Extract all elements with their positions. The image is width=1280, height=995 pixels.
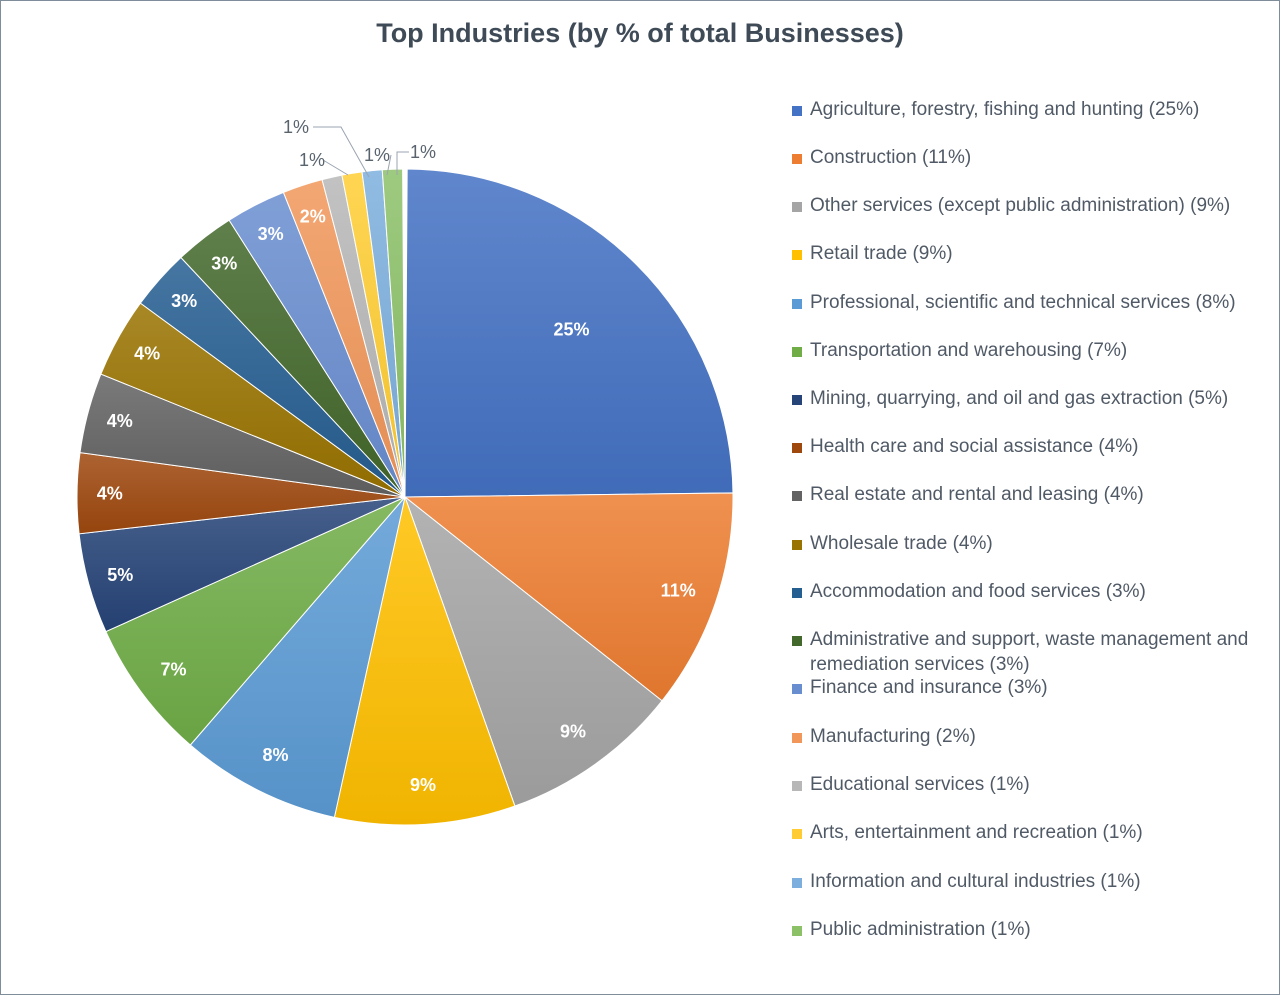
pie-slice bbox=[381, 168, 406, 498]
legend-item: Manufacturing (2%) bbox=[792, 724, 1262, 749]
data-label: 2% bbox=[300, 207, 326, 227]
legend-item: Educational services (1%) bbox=[792, 772, 1262, 797]
legend-item: Wholesale trade (4%) bbox=[792, 531, 1262, 556]
data-label: 5% bbox=[107, 565, 133, 585]
pie-slice bbox=[333, 495, 516, 826]
data-label: 7% bbox=[160, 659, 186, 679]
data-label: 3% bbox=[211, 254, 237, 274]
legend-item: Finance and insurance (3%) bbox=[792, 675, 1262, 700]
pie-slice bbox=[403, 492, 734, 702]
legend-label: Transportation and warehousing (7%) bbox=[810, 340, 1128, 361]
leader-line bbox=[386, 154, 392, 176]
legend-label: Construction (11%) bbox=[810, 147, 972, 168]
data-label: 1% bbox=[364, 145, 390, 165]
legend-item: Mining, quarrying, and oil and gas extra… bbox=[792, 386, 1262, 411]
legend-swatch bbox=[792, 299, 802, 309]
legend-swatch bbox=[792, 636, 802, 646]
legend-label: Other services (except public administra… bbox=[810, 195, 1231, 216]
legend-swatch bbox=[792, 347, 802, 357]
data-label: 3% bbox=[171, 291, 197, 311]
data-label: 8% bbox=[262, 745, 288, 765]
legend-item: Real estate and rental and leasing (4%) bbox=[792, 482, 1262, 507]
legend-swatch bbox=[792, 154, 802, 164]
legend-item: Arts, entertainment and recreation (1%) bbox=[792, 820, 1262, 845]
legend-label: Real estate and rental and leasing (4%) bbox=[810, 484, 1144, 505]
legend-item: Transportation and warehousing (7%) bbox=[792, 338, 1262, 363]
pie-slice bbox=[189, 496, 406, 818]
legend-swatch bbox=[792, 491, 802, 501]
data-label: 1% bbox=[299, 150, 325, 170]
legend-label: Administrative and support, waste manage… bbox=[810, 629, 1249, 675]
legend-label: Arts, entertainment and recreation (1%) bbox=[810, 822, 1143, 843]
legend-label: Public administration (1%) bbox=[810, 919, 1031, 940]
data-label: 4% bbox=[97, 484, 123, 504]
legend-item: Administrative and support, waste manage… bbox=[792, 627, 1262, 677]
legend-label: Educational services (1%) bbox=[810, 774, 1030, 795]
data-label: 9% bbox=[560, 722, 586, 742]
legend-item: Public administration (1%) bbox=[792, 917, 1262, 942]
legend-label: Manufacturing (2%) bbox=[810, 726, 976, 747]
leader-line bbox=[322, 159, 349, 176]
legend-swatch bbox=[792, 878, 802, 888]
legend-label: Finance and insurance (3%) bbox=[810, 677, 1048, 698]
legend-label: Information and cultural industries (1%) bbox=[810, 871, 1141, 892]
legend-label: Mining, quarrying, and oil and gas extra… bbox=[810, 388, 1229, 409]
legend-label: Agriculture, forestry, fishing and hunti… bbox=[810, 99, 1200, 120]
legend-item: Accommodation and food services (3%) bbox=[792, 579, 1262, 604]
data-label: 3% bbox=[258, 224, 284, 244]
pie-slice bbox=[403, 495, 663, 807]
legend-item: Construction (11%) bbox=[792, 145, 1262, 170]
data-label: 1% bbox=[410, 142, 436, 162]
legend-swatch bbox=[792, 202, 802, 212]
legend-label: Health care and social assistance (4%) bbox=[810, 436, 1139, 457]
legend-item: Other services (except public administra… bbox=[792, 193, 1262, 218]
pie-slice bbox=[404, 168, 734, 498]
legend-label: Retail trade (9%) bbox=[810, 243, 953, 264]
chart-title: Top Industries (by % of total Businesses… bbox=[376, 18, 904, 48]
data-label: 11% bbox=[661, 580, 696, 600]
data-label: 4% bbox=[107, 411, 133, 431]
leader-line bbox=[396, 151, 409, 175]
legend-label: Professional, scientific and technical s… bbox=[810, 292, 1236, 313]
data-label: 9% bbox=[410, 775, 436, 795]
legend-swatch bbox=[792, 684, 802, 694]
legend-item: Health care and social assistance (4%) bbox=[792, 434, 1262, 459]
data-label: 4% bbox=[134, 343, 160, 363]
leader-line bbox=[313, 126, 370, 178]
legend-swatch bbox=[792, 250, 802, 260]
legend-swatch bbox=[792, 733, 802, 743]
legend-swatch bbox=[792, 781, 802, 791]
legend-item: Information and cultural industries (1%) bbox=[792, 869, 1262, 894]
legend-swatch bbox=[792, 829, 802, 839]
legend-label: Wholesale trade (4%) bbox=[810, 533, 993, 554]
legend-swatch bbox=[792, 443, 802, 453]
legend-swatch bbox=[792, 540, 802, 550]
legend-swatch bbox=[792, 926, 802, 936]
data-label: 25% bbox=[553, 320, 589, 340]
legend-swatch bbox=[792, 588, 802, 598]
legend-item: Professional, scientific and technical s… bbox=[792, 290, 1262, 315]
legend-item: Retail trade (9%) bbox=[792, 241, 1262, 266]
data-label: 1% bbox=[283, 117, 309, 137]
pie-slice bbox=[105, 496, 406, 746]
legend-item: Agriculture, forestry, fishing and hunti… bbox=[792, 97, 1262, 122]
legend-swatch bbox=[792, 395, 802, 405]
legend-swatch bbox=[792, 106, 802, 116]
legend-label: Accommodation and food services (3%) bbox=[810, 581, 1146, 602]
